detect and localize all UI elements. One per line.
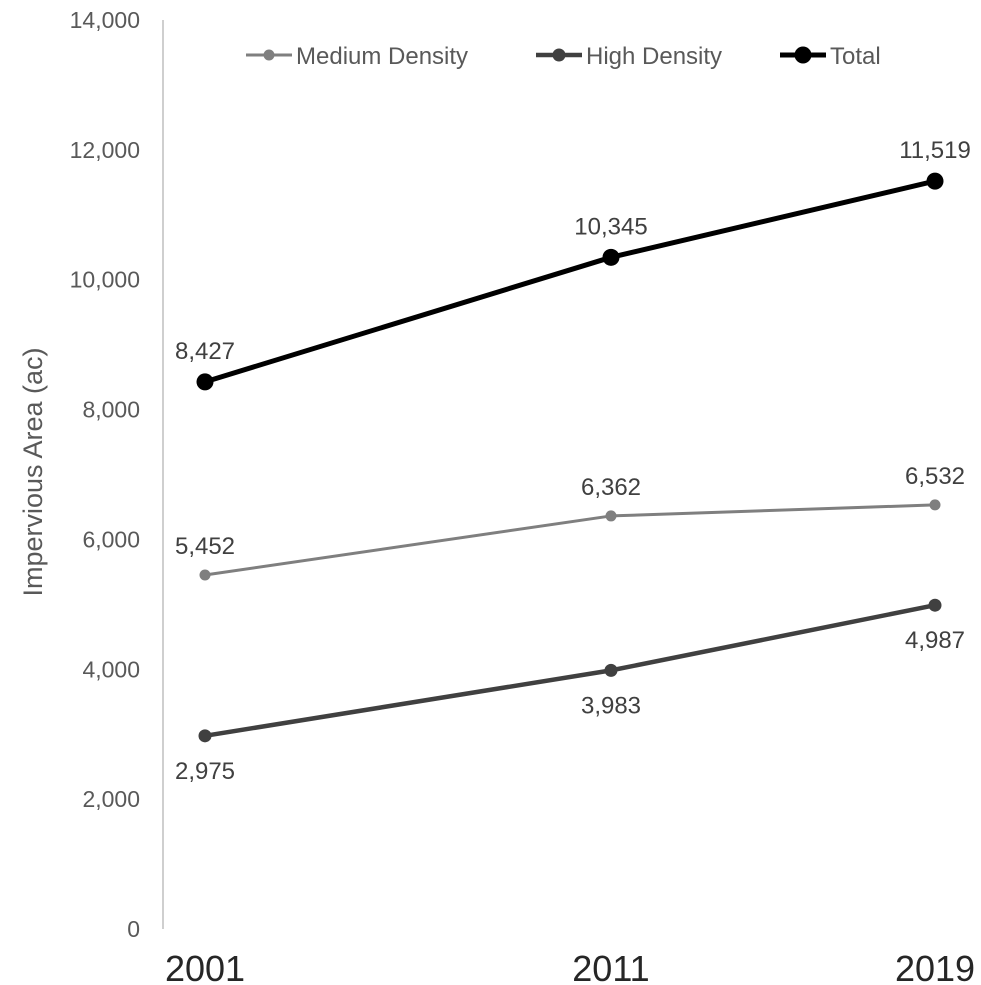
y-tick-label: 8,000 <box>82 397 140 423</box>
data-label: 2,975 <box>175 758 235 785</box>
data-label: 4,987 <box>905 627 965 654</box>
legend-label: High Density <box>586 43 722 70</box>
data-point <box>926 172 944 190</box>
y-tick-label: 12,000 <box>70 137 140 163</box>
data-labels: 5,452 6,362 6,532 2,975 3,983 4,987 8,427 10,34… <box>175 137 971 785</box>
y-tick-label: 10,000 <box>70 267 140 293</box>
y-tick-label: 14,000 <box>70 7 140 33</box>
data-label: 11,519 <box>899 137 971 164</box>
data-point <box>199 569 211 581</box>
legend-label: Total <box>830 43 881 70</box>
legend-marker <box>263 49 275 61</box>
series-line <box>203 503 937 577</box>
y-tick-label: 6,000 <box>82 526 140 552</box>
y-tick-label: 4,000 <box>82 656 140 682</box>
data-point <box>602 248 620 266</box>
data-point <box>198 729 212 743</box>
data-point <box>604 663 618 677</box>
legend-item: High Density <box>536 43 722 70</box>
series-line <box>202 178 938 385</box>
legend-item: Medium Density <box>246 43 468 70</box>
y-tick-label: 0 <box>127 916 140 942</box>
data-point <box>605 510 617 522</box>
data-point <box>928 598 942 612</box>
series-layer <box>196 172 944 743</box>
x-tick-label: 2019 <box>895 948 975 985</box>
data-point <box>929 499 941 511</box>
legend-marker <box>552 48 566 62</box>
series-line <box>202 602 938 739</box>
data-label: 8,427 <box>175 338 235 365</box>
x-tick-label: 2011 <box>572 948 649 985</box>
legend-marker <box>794 46 812 64</box>
data-label: 10,345 <box>574 213 647 240</box>
x-axis: 2001 2011 2019 <box>165 948 975 985</box>
legend-item: Total <box>780 43 881 70</box>
series-total <box>196 172 944 391</box>
y-axis-title: Impervious Area (ac) <box>18 347 48 596</box>
data-label: 6,532 <box>905 463 965 490</box>
series-medium-density <box>199 499 941 581</box>
series-high-density <box>198 598 942 743</box>
data-label: 5,452 <box>175 533 235 560</box>
data-point <box>196 373 214 391</box>
data-label: 3,983 <box>581 692 641 719</box>
legend-label: Medium Density <box>296 43 468 70</box>
y-axis: 0 2,000 4,000 6,000 8,000 10,000 12,000 14,000 <box>70 7 164 942</box>
x-tick-label: 2001 <box>165 948 245 985</box>
data-label: 6,362 <box>581 474 641 501</box>
legend: Medium Density High Density Total <box>246 43 881 70</box>
y-tick-label: 2,000 <box>82 786 140 812</box>
